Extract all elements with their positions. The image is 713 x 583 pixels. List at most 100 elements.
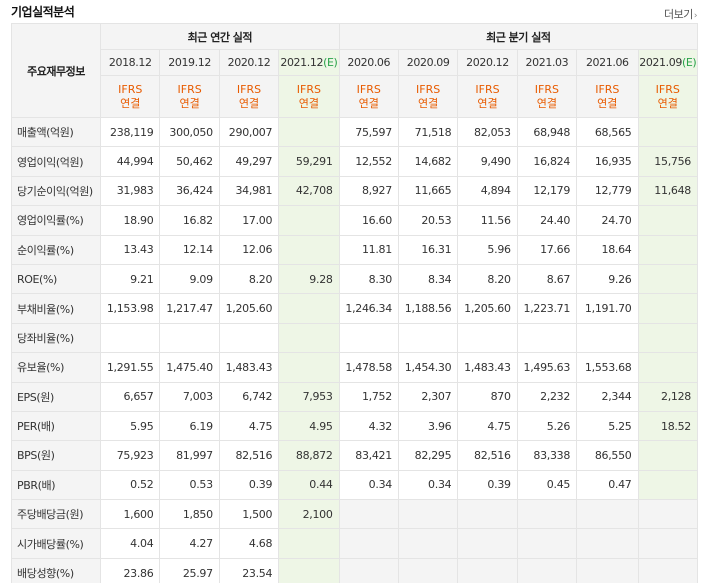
table-cell: 5.96 [457, 234, 518, 265]
table-cell: 16,935 [576, 146, 639, 177]
table-cell: 1,153.98 [100, 293, 161, 324]
table-cell [637, 352, 699, 383]
table-cell: 25.97 [159, 557, 220, 583]
table-cell: 4.75 [218, 410, 280, 442]
table-cell [278, 116, 340, 148]
table-cell [159, 322, 220, 354]
basis-scope: 연결 [657, 96, 678, 110]
table-cell: 1,752 [338, 381, 399, 412]
table-cell: 12,552 [338, 146, 399, 177]
table-cell: 36,424 [159, 175, 220, 207]
financial-summary-table: 주요재무정보 최근 연간 실적 최근 분기 실적 2018.12 2019.12 2… [10, 23, 699, 583]
table-cell [637, 557, 699, 583]
basis-standard: IFRS [296, 82, 321, 96]
table-cell: 0.44 [278, 469, 340, 501]
table-cell: 238,119 [100, 116, 161, 148]
table-cell: 2,232 [516, 381, 578, 412]
table-cell: 68,948 [516, 116, 578, 148]
table-cell [516, 557, 578, 583]
row-label: 부채비율(%) [10, 293, 102, 324]
basis-standard: IFRS [534, 82, 559, 96]
table-cell: 1,483.43 [457, 352, 518, 383]
table-cell: 11,648 [637, 175, 699, 207]
table-cell: 23.86 [100, 557, 161, 583]
table-cell [397, 499, 459, 530]
table-cell [457, 322, 518, 354]
table-cell: 12,179 [516, 175, 578, 207]
table-cell: 7,003 [159, 381, 220, 412]
table-cell: 1,291.55 [100, 352, 161, 383]
basis-standard: IFRS [177, 82, 202, 96]
table-cell [576, 322, 639, 354]
table-cell [278, 234, 340, 265]
table-cell: 14,682 [397, 146, 459, 177]
table-cell [278, 322, 340, 354]
table-row: 배당성향(%) 23.86 25.97 23.54 [10, 557, 699, 583]
table-cell: 6,657 [100, 381, 161, 412]
basis-header: IFRS 연결 [576, 75, 639, 118]
table-cell: 8.67 [516, 263, 578, 295]
table-cell: 1,188.56 [397, 293, 459, 324]
period-label: 2021.03 [525, 56, 569, 69]
table-row: 당좌비율(%) [10, 322, 699, 354]
table-cell: 5.25 [576, 410, 639, 442]
table-row: 유보율(%) 1,291.55 1,475.40 1,483.43 1,478.58 1,… [10, 352, 699, 383]
table-cell [516, 322, 578, 354]
period-label: 2021.06 [585, 56, 629, 69]
table-cell: 50,462 [159, 146, 220, 177]
basis-standard: IFRS [475, 82, 500, 96]
basis-standard: IFRS [118, 82, 143, 96]
table-cell: 15,756 [637, 146, 699, 177]
table-row: 부채비율(%) 1,153.98 1,217.47 1,205.60 1,246.34 1… [10, 293, 699, 324]
table-cell: 1,475.40 [159, 352, 220, 383]
basis-header: IFRS 연결 [516, 75, 578, 118]
table-cell: 83,421 [338, 440, 399, 471]
table-cell [576, 557, 639, 583]
basis-header: IFRS 연결 [278, 75, 340, 118]
annual-group-header: 최근 연간 실적 [100, 23, 340, 50]
basis-header: IFRS 연결 [338, 75, 399, 118]
more-link[interactable]: 더보기› [664, 6, 698, 22]
table-cell: 4.04 [100, 528, 161, 559]
table-cell: 82,295 [397, 440, 459, 471]
table-cell: 5.26 [516, 410, 578, 442]
table-cell: 6.19 [159, 410, 220, 442]
basis-scope: 연결 [179, 96, 200, 110]
table-cell: 12.06 [218, 234, 280, 265]
table-cell: 3.96 [397, 410, 459, 442]
table-cell: 1,500 [218, 499, 280, 530]
period-header: 2019.12 [159, 49, 220, 76]
basis-header: IFRS 연결 [457, 75, 518, 118]
table-cell [637, 234, 699, 265]
basis-header: IFRS 연결 [100, 75, 161, 118]
row-label: 유보율(%) [10, 352, 102, 383]
table-cell: 4.75 [457, 410, 518, 442]
table-cell [516, 499, 578, 530]
table-cell [637, 528, 699, 559]
table-cell: 68,565 [576, 116, 639, 148]
table-cell [278, 557, 340, 583]
table-cell [338, 499, 399, 530]
period-label: 2018.12 [108, 56, 152, 69]
table-cell [278, 528, 340, 559]
table-cell: 1,454.30 [397, 352, 459, 383]
table-cell: 6,742 [218, 381, 280, 412]
table-row: 영업이익(억원) 44,994 50,462 49,297 59,291 12,552 14… [10, 146, 699, 177]
table-cell: 1,553.68 [576, 352, 639, 383]
table-cell: 16.82 [159, 205, 220, 236]
table-row: 순이익률(%) 13.43 12.14 12.06 11.81 16.31 5.96 17.6… [10, 234, 699, 265]
table-cell [457, 499, 518, 530]
table-cell: 75,923 [100, 440, 161, 471]
row-label: PBR(배) [10, 469, 102, 501]
table-cell: 8.34 [397, 263, 459, 295]
table-cell [278, 205, 340, 236]
table-cell [637, 263, 699, 295]
table-cell [637, 499, 699, 530]
basis-scope: 연결 [298, 96, 320, 110]
table-cell: 17.00 [218, 205, 280, 236]
table-cell: 9.09 [159, 263, 220, 295]
table-cell [100, 322, 161, 354]
table-cell [457, 528, 518, 559]
table-cell: 1,205.60 [218, 293, 280, 324]
table-cell [637, 469, 699, 501]
